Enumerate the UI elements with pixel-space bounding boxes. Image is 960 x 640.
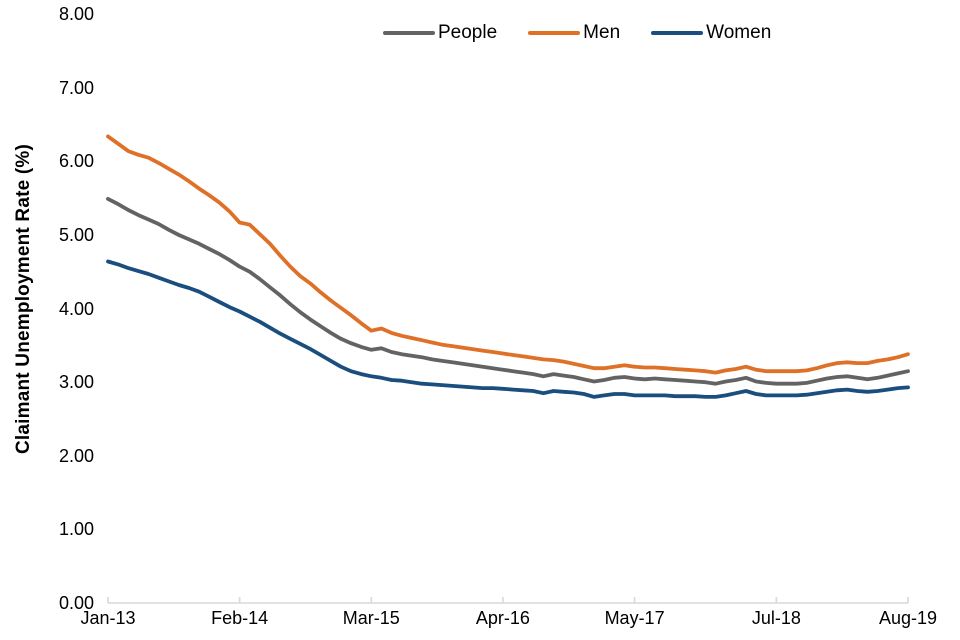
legend-line-swatch — [528, 30, 581, 36]
y-tick-label: 1.00 — [58, 519, 94, 540]
y-tick-label: 0.00 — [58, 593, 94, 613]
legend-label: Men — [583, 22, 621, 43]
x-tick-label: Apr-16 — [475, 608, 530, 628]
y-tick-label: 4.00 — [58, 298, 94, 319]
legend-item-women: Women — [651, 22, 771, 44]
legend-item-men: Men — [528, 22, 620, 44]
legend: People Men Women — [383, 22, 771, 44]
legend-label: People — [438, 22, 498, 43]
legend-line-swatch — [651, 30, 704, 36]
series-line-people — [106, 196, 910, 386]
series-line-men — [106, 134, 910, 375]
x-tick-label: May-17 — [604, 608, 665, 628]
y-tick-label: 6.00 — [58, 151, 94, 172]
x-tick-label: Jul-18 — [751, 608, 801, 628]
legend-item-people: People — [383, 22, 497, 44]
series-line-women — [106, 259, 910, 399]
legend-label: Women — [706, 22, 772, 43]
x-tick-label: Aug-19 — [878, 608, 938, 628]
x-tick-label: Feb-14 — [211, 608, 269, 628]
x-tick-label: Mar-15 — [342, 608, 400, 628]
y-tick-label: 3.00 — [58, 372, 94, 393]
x-tick-label: Jan-13 — [80, 608, 136, 628]
y-tick-label: 2.00 — [58, 445, 94, 466]
y-tick-label: 8.00 — [58, 4, 94, 25]
y-tick-label: 7.00 — [58, 77, 94, 98]
y-tick-label: 5.00 — [58, 225, 94, 245]
legend-line-swatch — [383, 30, 435, 36]
